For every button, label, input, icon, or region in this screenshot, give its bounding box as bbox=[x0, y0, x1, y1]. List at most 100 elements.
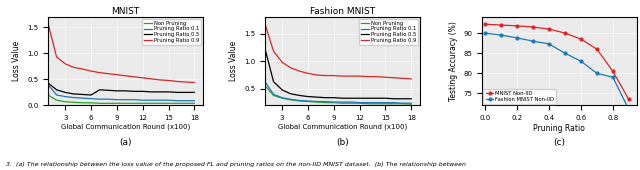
Pruning Ratio 0.1 bbox=[399, 102, 406, 104]
Pruning Ratio 0.9 bbox=[330, 74, 338, 76]
Line: Non Pruning: Non Pruning bbox=[48, 95, 195, 103]
Pruning Ratio 0.1 bbox=[373, 102, 381, 104]
MNIST Non-IID bbox=[577, 38, 585, 40]
Pruning Ratio 0.1 bbox=[296, 99, 303, 101]
Pruning Ratio 0.9 bbox=[61, 63, 69, 65]
Non Pruning bbox=[296, 100, 303, 102]
Non Pruning bbox=[44, 94, 52, 96]
Fashion MNIST Non-IID bbox=[497, 34, 505, 36]
Fashion MNIST Non-IID bbox=[609, 76, 617, 78]
Pruning Ratio 0.5 bbox=[321, 97, 329, 99]
Line: Pruning Ratio 0.5: Pruning Ratio 0.5 bbox=[48, 83, 195, 95]
Pruning Ratio 0.5 bbox=[261, 47, 269, 49]
Pruning Ratio 0.5 bbox=[269, 81, 277, 83]
Pruning Ratio 0.9 bbox=[164, 79, 172, 81]
Pruning Ratio 0.1 bbox=[104, 98, 112, 100]
Pruning Ratio 0.1 bbox=[408, 102, 415, 104]
Pruning Ratio 0.1 bbox=[381, 102, 389, 104]
Fashion MNIST Non-IID bbox=[593, 72, 601, 74]
Line: Pruning Ratio 0.5: Pruning Ratio 0.5 bbox=[265, 48, 412, 99]
Non Pruning bbox=[131, 102, 138, 104]
Non Pruning bbox=[164, 102, 172, 104]
Pruning Ratio 0.5 bbox=[156, 91, 164, 93]
Non Pruning bbox=[269, 95, 277, 97]
Line: Pruning Ratio 0.9: Pruning Ratio 0.9 bbox=[265, 24, 412, 79]
Non Pruning bbox=[182, 102, 189, 104]
Pruning Ratio 0.1 bbox=[147, 99, 155, 101]
Pruning Ratio 0.5 bbox=[399, 98, 406, 100]
Pruning Ratio 0.9 bbox=[373, 76, 381, 78]
Pruning Ratio 0.9 bbox=[381, 76, 389, 78]
Fashion MNIST Non-IID bbox=[577, 60, 585, 62]
Pruning Ratio 0.1 bbox=[339, 101, 346, 103]
Pruning Ratio 0.1 bbox=[278, 97, 286, 99]
Pruning Ratio 0.1 bbox=[261, 81, 269, 83]
Pruning Ratio 0.5 bbox=[347, 97, 355, 99]
Pruning Ratio 0.1 bbox=[87, 98, 95, 100]
Text: (b): (b) bbox=[336, 138, 349, 147]
Pruning Ratio 0.1 bbox=[287, 98, 294, 100]
Pruning Ratio 0.5 bbox=[113, 90, 121, 92]
Non Pruning bbox=[287, 99, 294, 101]
Pruning Ratio 0.1 bbox=[191, 100, 198, 102]
Non Pruning bbox=[373, 103, 381, 105]
Non Pruning bbox=[390, 103, 398, 105]
Pruning Ratio 0.1 bbox=[113, 99, 121, 101]
Text: 3.  (a) The relationship between the loss value of the proposed FL and pruning r: 3. (a) The relationship between the loss… bbox=[6, 162, 467, 167]
Pruning Ratio 0.1 bbox=[156, 99, 164, 101]
Pruning Ratio 0.1 bbox=[356, 102, 364, 104]
MNIST Non-IID bbox=[481, 23, 489, 25]
Line: MNIST Non-IID: MNIST Non-IID bbox=[484, 23, 630, 101]
Text: (c): (c) bbox=[554, 138, 565, 147]
Non Pruning bbox=[122, 102, 129, 104]
Title: Fashion MNIST: Fashion MNIST bbox=[310, 7, 375, 16]
Pruning Ratio 0.9 bbox=[313, 74, 321, 76]
Pruning Ratio 0.5 bbox=[330, 97, 338, 99]
Pruning Ratio 0.5 bbox=[61, 91, 69, 94]
Non Pruning bbox=[364, 103, 372, 105]
Pruning Ratio 0.5 bbox=[122, 90, 129, 92]
Non Pruning bbox=[173, 102, 181, 104]
Non Pruning bbox=[70, 101, 77, 103]
Pruning Ratio 0.5 bbox=[313, 96, 321, 98]
Pruning Ratio 0.5 bbox=[52, 89, 60, 91]
Pruning Ratio 0.1 bbox=[173, 100, 181, 102]
Non Pruning bbox=[104, 102, 112, 104]
Pruning Ratio 0.9 bbox=[122, 75, 129, 77]
Pruning Ratio 0.9 bbox=[390, 77, 398, 79]
MNIST Non-IID bbox=[561, 32, 569, 34]
Pruning Ratio 0.9 bbox=[408, 78, 415, 80]
Pruning Ratio 0.5 bbox=[356, 97, 364, 99]
Pruning Ratio 0.5 bbox=[70, 93, 77, 95]
Pruning Ratio 0.5 bbox=[182, 91, 189, 94]
Line: Pruning Ratio 0.1: Pruning Ratio 0.1 bbox=[48, 85, 195, 101]
Pruning Ratio 0.5 bbox=[381, 97, 389, 99]
Pruning Ratio 0.1 bbox=[61, 96, 69, 98]
Pruning Ratio 0.5 bbox=[278, 89, 286, 91]
Non Pruning bbox=[321, 102, 329, 104]
Legend: Non Pruning, Pruning Ratio 0.1, Pruning Ratio 0.5, Pruning Ratio 0.9: Non Pruning, Pruning Ratio 0.1, Pruning … bbox=[142, 19, 202, 45]
X-axis label: Global Communication Round (x100): Global Communication Round (x100) bbox=[278, 124, 407, 130]
Pruning Ratio 0.9 bbox=[364, 76, 372, 78]
Pruning Ratio 0.1 bbox=[44, 84, 52, 86]
Pruning Ratio 0.1 bbox=[304, 100, 312, 102]
Pruning Ratio 0.9 bbox=[147, 78, 155, 80]
Pruning Ratio 0.9 bbox=[44, 22, 52, 24]
Pruning Ratio 0.5 bbox=[364, 97, 372, 99]
Pruning Ratio 0.9 bbox=[269, 50, 277, 52]
Fashion MNIST Non-IID bbox=[625, 108, 633, 111]
Pruning Ratio 0.9 bbox=[104, 73, 112, 75]
Pruning Ratio 0.5 bbox=[131, 90, 138, 92]
Pruning Ratio 0.5 bbox=[44, 82, 52, 84]
Pruning Ratio 0.5 bbox=[147, 91, 155, 93]
MNIST Non-IID bbox=[625, 98, 633, 100]
Pruning Ratio 0.1 bbox=[321, 100, 329, 103]
Non Pruning bbox=[79, 102, 86, 104]
Non Pruning bbox=[399, 103, 406, 105]
Non Pruning bbox=[139, 102, 147, 104]
Pruning Ratio 0.1 bbox=[79, 97, 86, 99]
Pruning Ratio 0.1 bbox=[313, 100, 321, 103]
Pruning Ratio 0.1 bbox=[330, 101, 338, 103]
Y-axis label: Loss Value: Loss Value bbox=[12, 41, 22, 81]
MNIST Non-IID bbox=[497, 24, 505, 26]
